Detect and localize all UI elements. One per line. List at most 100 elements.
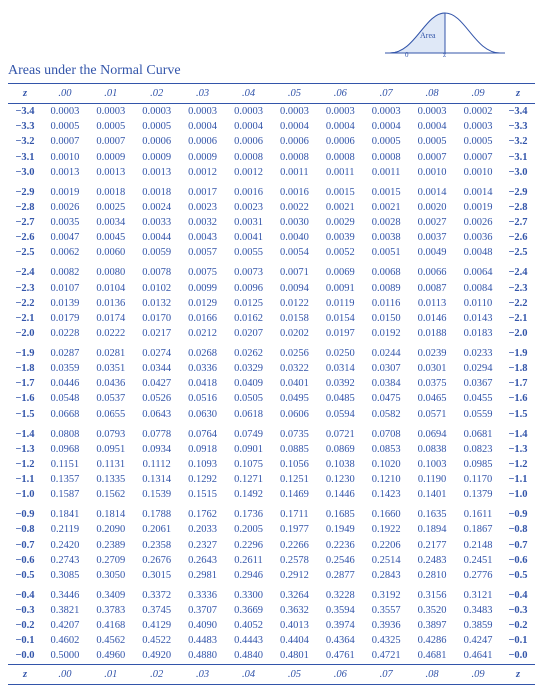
area-value: 0.0274 [134, 341, 180, 361]
area-value: 0.1867 [455, 522, 501, 537]
area-value: 0.2776 [455, 568, 501, 583]
col-footer: .00 [42, 664, 88, 684]
area-value: 0.0721 [317, 422, 363, 442]
area-value: 0.0122 [271, 296, 317, 311]
z-value: −1.7 [8, 376, 42, 391]
area-value: 0.0009 [88, 150, 134, 165]
z-value: −2.9 [8, 180, 42, 200]
area-value: 0.0005 [363, 134, 409, 149]
z-value: −0.7 [501, 538, 535, 553]
area-value: 0.3300 [226, 583, 272, 603]
table-row: −1.40.08080.07930.07780.07640.07490.0735… [8, 422, 535, 442]
area-value: 0.0052 [317, 245, 363, 260]
area-value: 0.0011 [363, 165, 409, 180]
area-value: 0.2643 [180, 553, 226, 568]
area-value: 0.0559 [455, 407, 501, 422]
area-value: 0.0537 [88, 391, 134, 406]
area-value: 0.0005 [134, 119, 180, 134]
col-footer: .08 [409, 664, 455, 684]
table-row: −1.20.11510.11310.11120.10930.10750.1056… [8, 457, 535, 472]
area-value: 0.0038 [363, 230, 409, 245]
svg-text:z: z [443, 51, 446, 58]
area-value: 0.0375 [409, 376, 455, 391]
area-value: 0.2810 [409, 568, 455, 583]
table-row: −1.00.15870.15620.15390.15150.14920.1469… [8, 487, 535, 502]
area-value: 0.0166 [180, 311, 226, 326]
table-row: −3.10.00100.00090.00090.00090.00080.0008… [8, 150, 535, 165]
area-value: 0.1093 [180, 457, 226, 472]
area-value: 0.1131 [88, 457, 134, 472]
area-value: 0.2148 [455, 538, 501, 553]
z-header: z [501, 84, 535, 104]
z-value: −0.4 [501, 583, 535, 603]
table-row: −1.80.03590.03510.03440.03360.03290.0322… [8, 361, 535, 376]
z-value: −1.0 [8, 487, 42, 502]
area-value: 0.1314 [134, 472, 180, 487]
area-value: 0.4052 [226, 618, 272, 633]
area-value: 0.0043 [180, 230, 226, 245]
area-value: 0.0505 [226, 391, 272, 406]
area-value: 0.0918 [180, 442, 226, 457]
area-value: 0.0359 [42, 361, 88, 376]
area-value: 0.0028 [363, 215, 409, 230]
curve-area-label: Area [420, 31, 436, 40]
area-value: 0.0668 [42, 407, 88, 422]
area-value: 0.0026 [455, 215, 501, 230]
z-value: −2.6 [8, 230, 42, 245]
area-value: 0.0764 [180, 422, 226, 442]
area-value: 0.0012 [180, 165, 226, 180]
area-value: 0.0020 [409, 200, 455, 215]
z-value: −1.5 [8, 407, 42, 422]
z-value: −1.6 [8, 391, 42, 406]
col-header: .00 [42, 84, 88, 104]
area-value: 0.0869 [317, 442, 363, 457]
table-row: −1.10.13570.13350.13140.12920.12710.1251… [8, 472, 535, 487]
col-footer: .04 [226, 664, 272, 684]
z-value: −1.2 [8, 457, 42, 472]
area-value: 0.0017 [180, 180, 226, 200]
area-value: 0.1894 [409, 522, 455, 537]
area-value: 0.2206 [363, 538, 409, 553]
area-value: 0.0217 [134, 326, 180, 341]
col-footer: .06 [317, 664, 363, 684]
area-value: 0.0409 [226, 376, 272, 391]
area-value: 0.0838 [409, 442, 455, 457]
area-value: 0.0244 [363, 341, 409, 361]
area-value: 0.3821 [42, 603, 88, 618]
area-value: 0.3594 [317, 603, 363, 618]
z-value: −1.8 [501, 361, 535, 376]
table-row: −1.50.06680.06550.06430.06300.06180.0606… [8, 407, 535, 422]
area-value: 0.0853 [363, 442, 409, 457]
col-footer: .01 [88, 664, 134, 684]
table-row: −2.00.02280.02220.02170.02120.02070.0202… [8, 326, 535, 341]
area-value: 0.0045 [88, 230, 134, 245]
area-value: 0.4920 [134, 648, 180, 664]
area-value: 0.2061 [134, 522, 180, 537]
area-value: 0.0087 [409, 281, 455, 296]
area-value: 0.1469 [271, 487, 317, 502]
area-value: 0.4483 [180, 633, 226, 648]
z-value: −0.0 [8, 648, 42, 664]
area-value: 0.0009 [134, 150, 180, 165]
z-value: −1.5 [501, 407, 535, 422]
area-value: 0.0594 [317, 407, 363, 422]
area-value: 0.0071 [271, 260, 317, 280]
area-value: 0.0032 [180, 215, 226, 230]
z-header: z [8, 84, 42, 104]
area-value: 0.0006 [226, 134, 272, 149]
z-value: −2.1 [8, 311, 42, 326]
area-value: 0.0044 [134, 230, 180, 245]
area-value: 0.0066 [409, 260, 455, 280]
area-value: 0.0003 [226, 104, 272, 120]
table-row: −3.20.00070.00070.00060.00060.00060.0006… [8, 134, 535, 149]
z-value: −0.2 [8, 618, 42, 633]
area-value: 0.0019 [455, 200, 501, 215]
area-value: 0.0233 [455, 341, 501, 361]
area-value: 0.4840 [226, 648, 272, 664]
area-value: 0.0735 [271, 422, 317, 442]
area-value: 0.1814 [88, 502, 134, 522]
area-value: 0.3446 [42, 583, 88, 603]
area-value: 0.0059 [134, 245, 180, 260]
area-value: 0.4168 [88, 618, 134, 633]
area-value: 0.4364 [317, 633, 363, 648]
